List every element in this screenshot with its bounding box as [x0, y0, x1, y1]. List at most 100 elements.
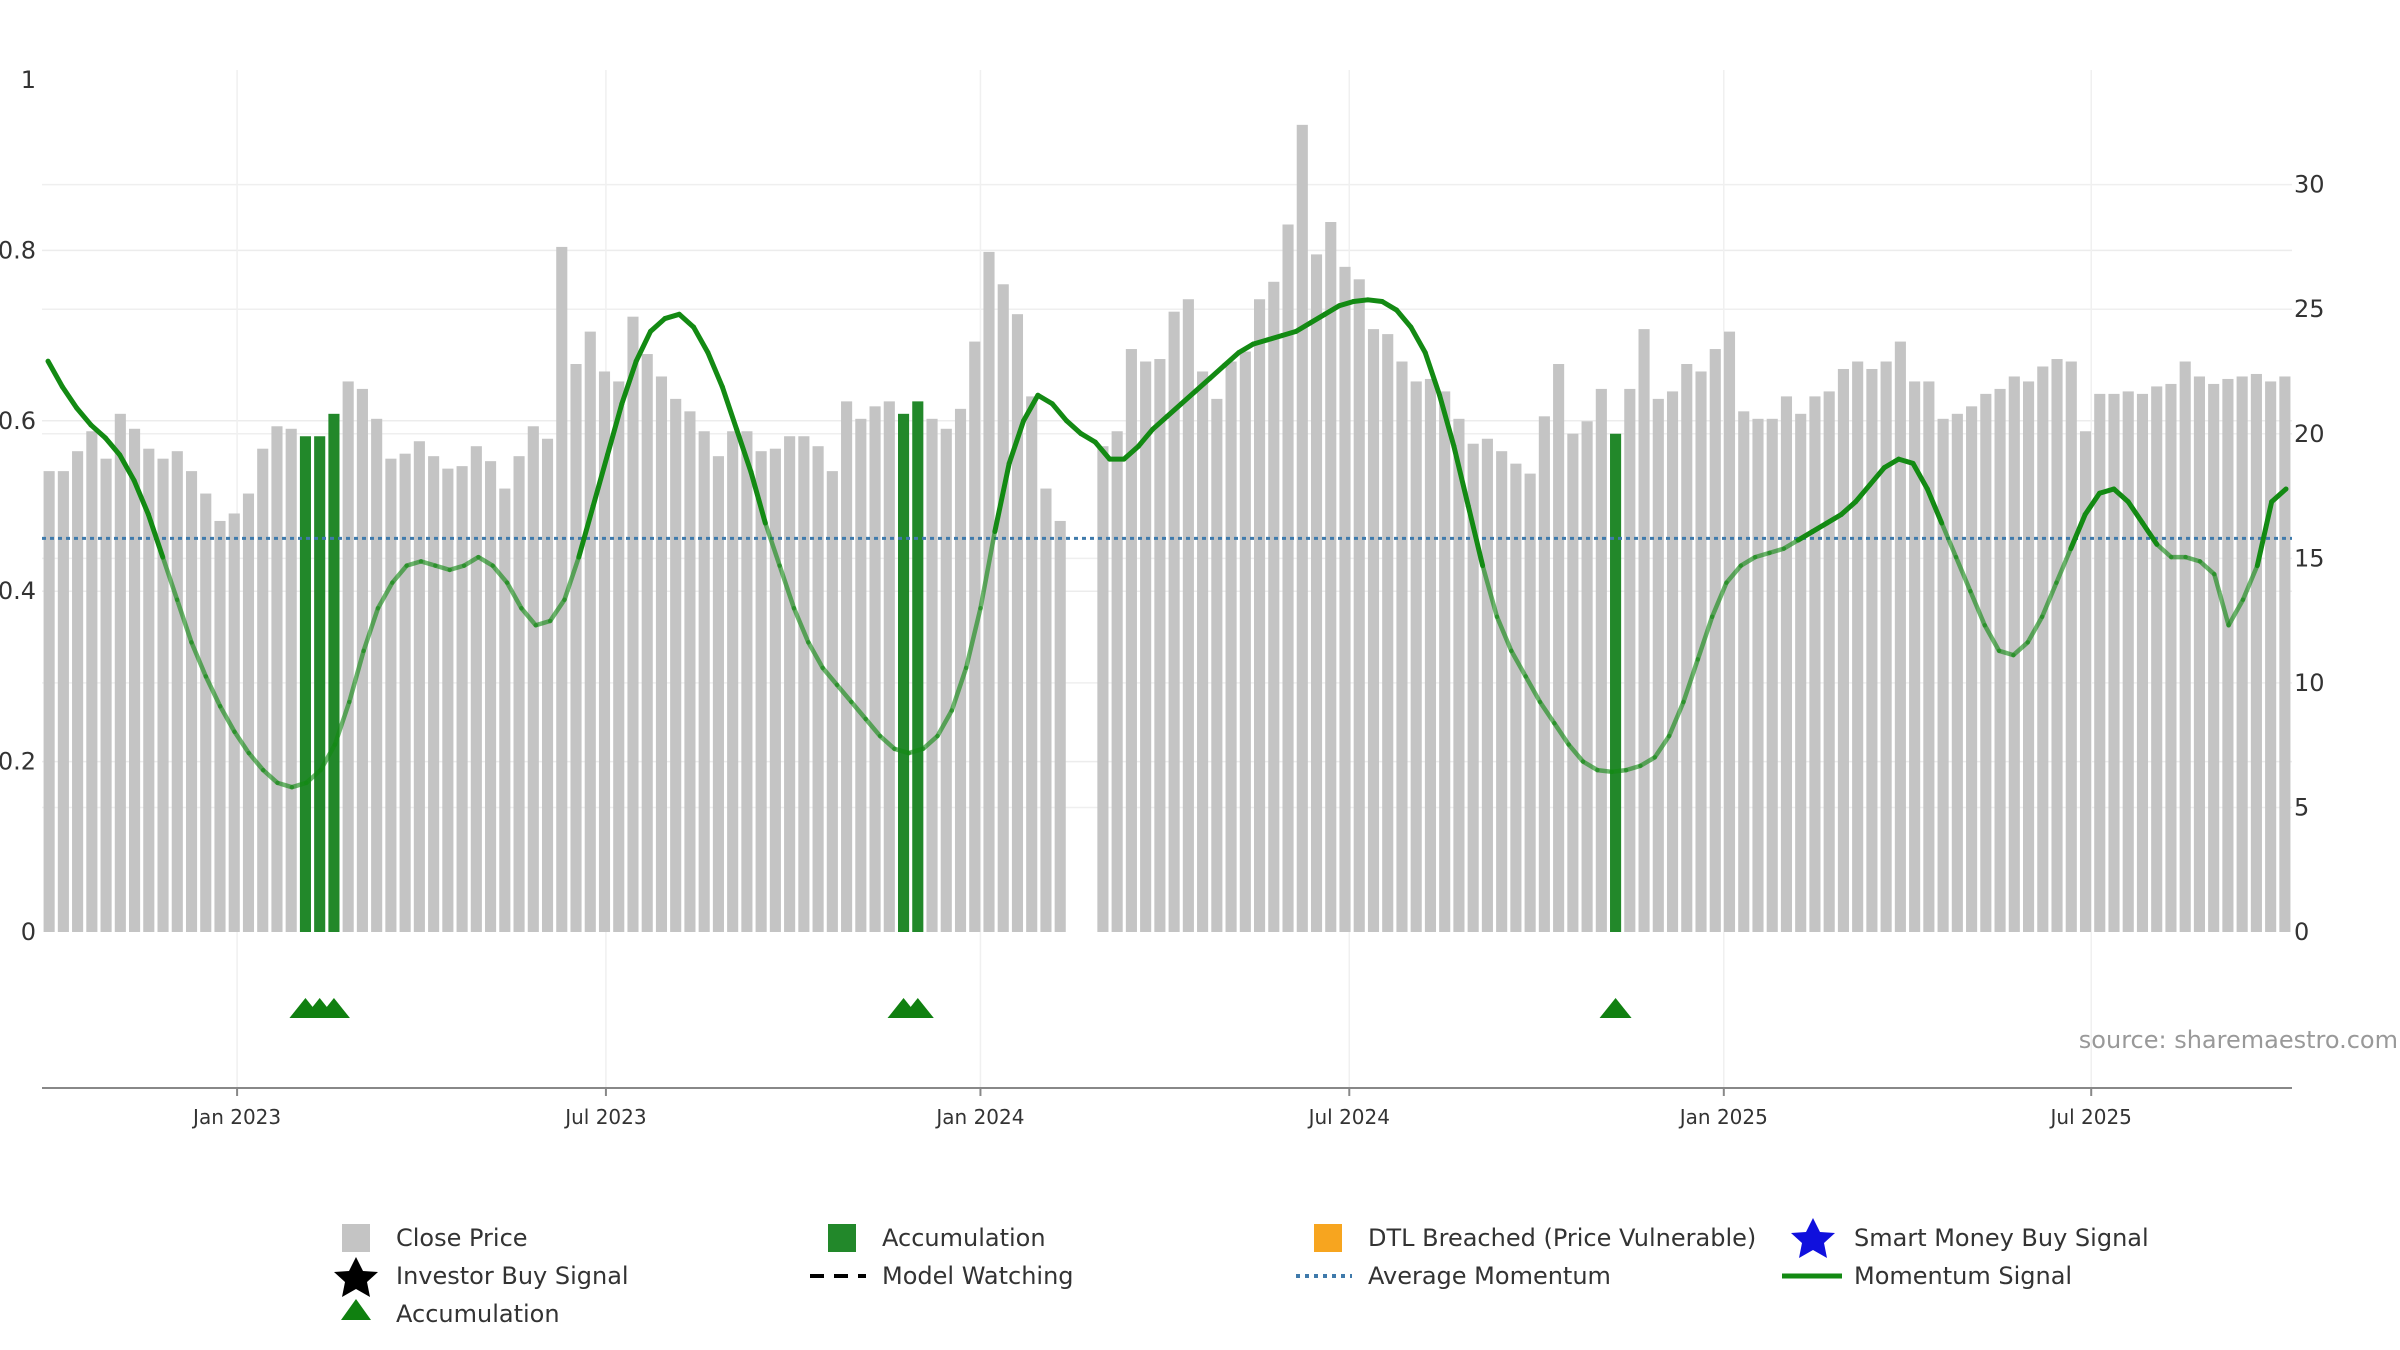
close-price-bar	[1481, 438, 1493, 932]
momentum-signal-segment	[361, 605, 381, 654]
momentum-signal-segment	[2226, 597, 2246, 628]
close-price-bar	[200, 493, 212, 932]
momentum-signal-segment	[2125, 499, 2146, 526]
close-price-bar	[1011, 314, 1024, 932]
x-axis-tick-label: Jan 2025	[1678, 1105, 1768, 1129]
close-price-bar	[1182, 299, 1194, 933]
momentum-signal-segment	[117, 452, 137, 483]
close-price-bar	[1780, 396, 1793, 932]
close-price-bar	[1524, 473, 1536, 932]
momentum-signal-segment	[1738, 554, 1758, 568]
x-axis-tick-label: Jul 2025	[2049, 1105, 2132, 1129]
close-price-bar	[1268, 281, 1280, 932]
momentum-signal-segment	[1709, 580, 1729, 620]
close-price-bar	[371, 418, 383, 932]
close-price-bar	[997, 284, 1009, 932]
close-price-bar	[926, 418, 938, 932]
momentum-signal-segment	[1752, 550, 1772, 560]
close-price-bar	[2136, 393, 2149, 932]
momentum-signal-segment	[547, 597, 567, 624]
close-price-bar	[2236, 376, 2248, 933]
momentum-signal-segment	[289, 780, 309, 790]
close-price-bar	[2222, 378, 2234, 932]
close-price-bar	[1410, 381, 1422, 932]
close-price-bar	[228, 513, 240, 932]
close-price-bar	[214, 520, 226, 932]
momentum-signal-segment	[806, 640, 825, 671]
x-axis-tick-label: Jul 2024	[1307, 1105, 1390, 1129]
legend-smart-money-label: Smart Money Buy Signal	[1854, 1224, 2149, 1252]
close-price-bar	[1254, 299, 1266, 933]
right-axis: 0 5 10 15 20 25 30	[2294, 171, 2325, 946]
close-price-bar	[1852, 361, 1864, 932]
close-price-bar	[1553, 364, 1565, 932]
right-axis-tick-label: 10	[2294, 669, 2325, 697]
momentum-signal-segment	[1867, 465, 1887, 488]
close-price-bar	[1040, 488, 1052, 932]
momentum-signal-segment	[1996, 648, 2016, 658]
momentum-signal-segment	[1824, 512, 1844, 526]
momentum-signal-segment	[863, 716, 883, 739]
close-price-bar	[869, 406, 881, 933]
close-price-bar	[1909, 381, 1921, 932]
close-price-bar	[1296, 124, 1308, 933]
close-price-bar	[470, 446, 482, 932]
momentum-signal-segment	[1150, 414, 1170, 432]
momentum-signal-segment	[1379, 299, 1400, 313]
momentum-signal-segment	[519, 605, 539, 628]
momentum-signal-segment	[1422, 350, 1443, 398]
momentum-signal-segment	[1666, 699, 1686, 739]
left-axis-tick-label: 0	[21, 918, 36, 946]
close-price-bar	[727, 431, 739, 932]
momentum-signal-segment	[691, 324, 711, 356]
close-price-bar	[2122, 391, 2134, 932]
momentum-signal-segment	[906, 746, 926, 756]
legend-accumulation-triangle-label: Accumulation	[396, 1300, 560, 1328]
close-price-bar	[1168, 311, 1180, 932]
momentum-signal-segment	[1006, 418, 1027, 466]
left-axis-tick-label: 0.2	[0, 748, 36, 776]
momentum-signal-segment	[318, 742, 338, 773]
left-axis-tick-label: 0.8	[0, 236, 36, 264]
accumulation-triangle-icon	[1599, 998, 1632, 1018]
close-price-bar	[1225, 361, 1237, 932]
momentum-signal-layer	[45, 297, 2289, 790]
close-price-bar	[883, 401, 895, 932]
close-price-bar	[541, 438, 554, 932]
legend-dtl-label: DTL Breached (Price Vulnerable)	[1368, 1224, 1756, 1252]
momentum-signal-segment	[303, 767, 323, 786]
momentum-signal-segment	[1681, 657, 1701, 705]
accumulation-triangle-icon	[317, 998, 350, 1018]
momentum-signal-segment	[203, 674, 223, 709]
momentum-signal-segment	[1193, 375, 1213, 394]
momentum-signal-segment	[59, 384, 80, 411]
close-price-bar	[1282, 224, 1294, 933]
close-price-bar	[556, 246, 568, 932]
momentum-signal-segment	[74, 405, 94, 428]
momentum-signal-segment	[246, 750, 266, 773]
right-axis-tick-label: 20	[2294, 420, 2325, 448]
right-axis-tick-label: 5	[2294, 793, 2309, 821]
momentum-signal-segment	[1509, 648, 1528, 679]
close-price-bar	[1937, 418, 1949, 932]
momentum-signal-segment	[332, 699, 352, 747]
left-axis: 0 0.2 0.4 0.6 0.8 1	[0, 66, 36, 946]
accumulation-bar	[898, 413, 910, 932]
momentum-signal-segment	[1494, 614, 1514, 654]
close-price-bar	[1581, 421, 1593, 932]
momentum-signal-segment	[1623, 763, 1643, 773]
close-price-bar	[1894, 341, 1906, 933]
legend-accumulation-label: Accumulation	[882, 1224, 1046, 1252]
momentum-signal-segment	[189, 640, 209, 679]
momentum-signal-segment	[1781, 537, 1801, 551]
left-axis-tick-label: 1	[21, 66, 36, 94]
close-price-bar	[2250, 373, 2262, 933]
momentum-signal-segment	[2212, 571, 2231, 628]
close-price-bar	[826, 471, 838, 932]
momentum-signal-segment	[2025, 614, 2045, 645]
accumulation-bar	[328, 413, 340, 932]
momentum-signal-segment	[1609, 767, 1629, 775]
momentum-signal-segment	[992, 460, 1012, 535]
close-price-bar	[413, 441, 425, 932]
momentum-signal-segment	[476, 554, 495, 568]
